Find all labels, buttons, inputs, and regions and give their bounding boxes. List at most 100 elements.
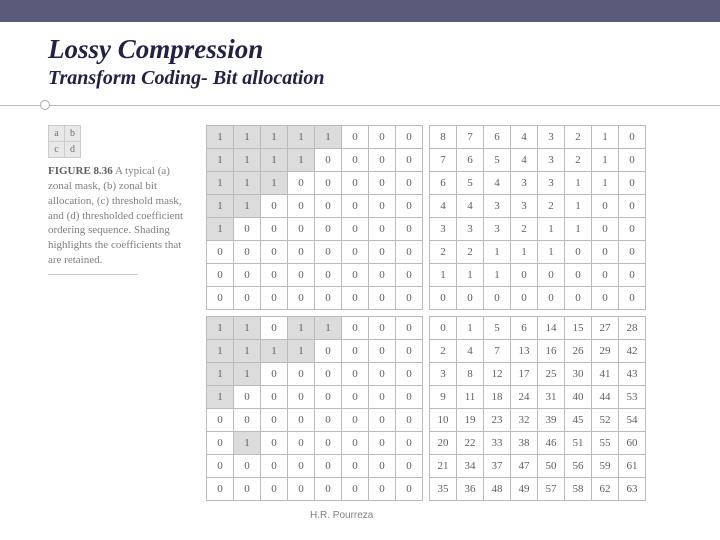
matrix-cell: 5 — [457, 172, 484, 195]
key-a: a — [49, 126, 65, 142]
matrix-cell: 1 — [592, 126, 619, 149]
matrix-cell: 56 — [565, 455, 592, 478]
matrix-cell: 0 — [234, 478, 261, 501]
matrix-cell: 0 — [261, 241, 288, 264]
matrix-cell: 2 — [430, 241, 457, 264]
matrix-cell: 1 — [538, 218, 565, 241]
matrix-cell: 0 — [342, 432, 369, 455]
matrix-cell: 0 — [342, 172, 369, 195]
matrix-cell: 0 — [619, 218, 646, 241]
matrix-cell: 0 — [592, 264, 619, 287]
matrix-cell: 2 — [538, 195, 565, 218]
matrix-cell: 1 — [207, 195, 234, 218]
matrix-cell: 63 — [619, 478, 646, 501]
matrix-cell: 0 — [261, 455, 288, 478]
matrix-cell: 0 — [288, 432, 315, 455]
matrix-cell: 0 — [538, 264, 565, 287]
matrix-cell: 0 — [484, 287, 511, 310]
matrix-cell: 27 — [592, 317, 619, 340]
matrix-cell: 0 — [342, 363, 369, 386]
matrix-cell: 0 — [342, 264, 369, 287]
matrix-cell: 0 — [288, 409, 315, 432]
matrix-cell: 3 — [538, 149, 565, 172]
matrix-cell: 0 — [342, 218, 369, 241]
matrix-cell: 2 — [565, 126, 592, 149]
matrix-cell: 1 — [565, 195, 592, 218]
matrix-cell: 0 — [261, 287, 288, 310]
matrix-cell: 42 — [619, 340, 646, 363]
matrix-cell: 0 — [315, 287, 342, 310]
matrix-cell: 0 — [261, 218, 288, 241]
matrix-cell: 3 — [484, 195, 511, 218]
matrix-cell: 0 — [396, 386, 423, 409]
matrix-cell: 0 — [396, 317, 423, 340]
matrix-cell: 0 — [369, 409, 396, 432]
matrix-cell: 10 — [430, 409, 457, 432]
matrix-cell: 0 — [207, 264, 234, 287]
matrix-cell: 0 — [342, 478, 369, 501]
matrix-cell: 58 — [565, 478, 592, 501]
matrix-cell: 1 — [234, 340, 261, 363]
matrix-cell: 16 — [538, 340, 565, 363]
matrix-cell: 4 — [511, 126, 538, 149]
matrix-cell: 7 — [484, 340, 511, 363]
matrix-cell: 54 — [619, 409, 646, 432]
matrix-cell: 1 — [288, 149, 315, 172]
matrix-cell: 3 — [484, 218, 511, 241]
matrix-cell: 1 — [315, 126, 342, 149]
matrix-cell: 1 — [207, 172, 234, 195]
matrix-cell: 1 — [288, 126, 315, 149]
matrix-cell: 53 — [619, 386, 646, 409]
matrix-cell: 0 — [207, 432, 234, 455]
matrix-cell: 1 — [261, 172, 288, 195]
matrix-cell: 47 — [511, 455, 538, 478]
matrix-cell: 0 — [261, 363, 288, 386]
matrix-cell: 0 — [315, 455, 342, 478]
matrix-cell: 0 — [207, 287, 234, 310]
matrix-cell: 0 — [342, 195, 369, 218]
matrix-cell: 5 — [484, 317, 511, 340]
matrix-cell: 0 — [315, 241, 342, 264]
matrix-cell: 0 — [396, 195, 423, 218]
title-area: Lossy Compression Transform Coding- Bit … — [0, 22, 720, 90]
matrix-cell: 3 — [538, 126, 565, 149]
matrix-cell: 31 — [538, 386, 565, 409]
matrix-cell: 0 — [619, 172, 646, 195]
matrix-cell: 0 — [315, 264, 342, 287]
matrix-cell: 1 — [261, 126, 288, 149]
matrix-a: 1111100011110000111000001100000010000000… — [206, 125, 423, 310]
matrix-cell: 0 — [315, 149, 342, 172]
divider-line — [0, 105, 720, 106]
matrix-cell: 0 — [207, 409, 234, 432]
key-c: c — [49, 142, 65, 158]
matrix-cell: 0 — [288, 241, 315, 264]
matrix-cell: 0 — [396, 478, 423, 501]
matrix-cell: 49 — [511, 478, 538, 501]
matrix-cell: 0 — [342, 317, 369, 340]
matrix-cell: 0 — [565, 241, 592, 264]
matrix-cell: 0 — [342, 340, 369, 363]
abcd-key: a b c d — [48, 125, 81, 158]
matrix-cell: 0 — [369, 241, 396, 264]
matrix-cell: 43 — [619, 363, 646, 386]
matrix-cell: 46 — [538, 432, 565, 455]
matrix-cell: 0 — [342, 409, 369, 432]
matrix-cell: 0 — [430, 287, 457, 310]
matrix-cell: 6 — [457, 149, 484, 172]
matrix-cell: 22 — [457, 432, 484, 455]
matrix-cell: 0 — [315, 478, 342, 501]
matrix-cell: 0 — [288, 287, 315, 310]
matrix-cell: 0 — [511, 287, 538, 310]
matrix-cell: 0 — [261, 478, 288, 501]
matrix-cell: 6 — [511, 317, 538, 340]
matrix-cell: 28 — [619, 317, 646, 340]
matrix-cell: 34 — [457, 455, 484, 478]
matrix-cell: 0 — [315, 409, 342, 432]
matrix-cell: 0 — [396, 241, 423, 264]
matrix-cell: 3 — [457, 218, 484, 241]
matrix-cell: 0 — [369, 149, 396, 172]
matrix-cell: 8 — [457, 363, 484, 386]
matrix-cell: 26 — [565, 340, 592, 363]
matrix-cell: 1 — [484, 264, 511, 287]
matrix-cell: 50 — [538, 455, 565, 478]
